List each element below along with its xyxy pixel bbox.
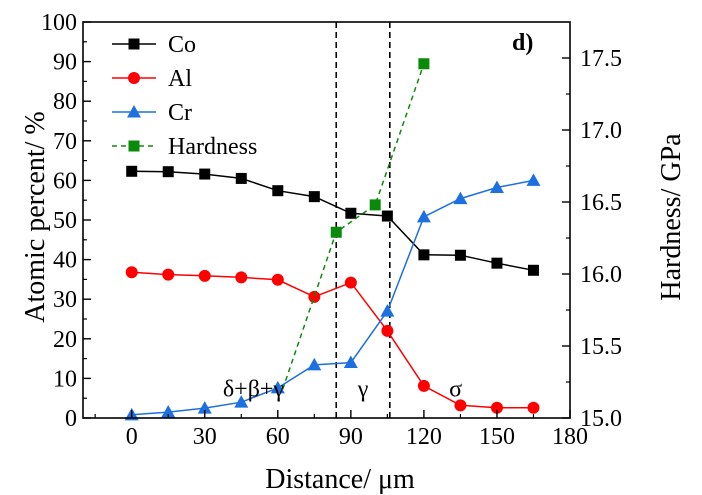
phase-annotation: σ [449,376,462,402]
co-data-point [162,166,174,178]
cr-data-point [526,173,541,186]
co-data-point [126,165,138,177]
co-data-point [381,210,393,222]
al-data-point [125,266,138,279]
cr-data-point [343,355,358,369]
al-data-point [344,276,357,289]
co-data-point [272,185,284,197]
y-right-tick-label: 17.0 [580,118,622,144]
phase-annotation: γ [357,376,369,402]
x-tick-label: 0 [126,424,138,450]
hardness-series-line [281,63,425,390]
co-data-point [235,172,247,184]
y-left-tick-label: 60 [53,168,77,194]
x-tick-label: 90 [339,424,363,450]
y-left-tick-label: 0 [65,406,77,432]
al-data-point [417,379,430,392]
cr-data-point [307,357,322,371]
panel-label: d) [512,30,533,56]
al-series-line [131,271,534,409]
al-data-point [198,269,211,282]
y-right-tick-label: 15.5 [580,334,622,360]
al-data-point [381,324,394,337]
cr-data-point [380,304,395,317]
cr-data-point [453,191,468,205]
legend-label-al: Al [168,66,192,92]
x-tick-label: 180 [552,424,588,450]
x-axis-title: Distance/ μm [265,464,415,495]
cr-series-line [131,179,534,416]
x-tick-label: 120 [406,424,442,450]
al-data-point [527,401,540,414]
y-left-tick-label: 80 [53,89,77,115]
co-data-point [491,257,503,269]
legend-label-hardness: Hardness [168,134,257,160]
co-data-point [345,207,357,219]
hardness-data-point [330,226,342,238]
y-axis-right-title: Hardness/ GPa [656,133,687,301]
x-tick-label: 30 [193,424,217,450]
y-left-tick-label: 10 [53,366,77,392]
y-left-tick-label: 70 [53,129,77,155]
co-data-point [454,249,466,261]
y-left-tick-label: 20 [53,327,77,353]
legend-label-co: Co [168,32,196,58]
y-right-tick-label: 17.5 [580,46,622,72]
legend-marker-cr [127,105,141,118]
al-data-point [162,268,175,281]
al-data-point [490,401,503,414]
y-right-tick-label: 15.0 [580,406,622,432]
x-tick-label: 60 [266,424,290,450]
y-right-tick-label: 16.5 [580,190,622,216]
cr-data-point [270,380,285,394]
y-left-tick-label: 100 [41,10,77,36]
cr-data-point [489,180,504,194]
co-data-point [199,168,211,180]
legend-marker-hardness [128,140,140,152]
y-axis-left-title: Atomic percent/ % [20,111,51,322]
y-left-tick-label: 40 [53,248,77,274]
phase-annotation: δ+β+γ [223,376,285,402]
legend-marker-al [128,72,140,84]
y-right-tick-label: 16.0 [580,262,622,288]
y-left-tick-label: 90 [53,50,77,76]
al-data-point [271,273,284,286]
co-data-point [418,249,430,261]
hardness-data-point [418,58,430,70]
cr-data-point [234,395,249,408]
co-data-point [308,191,320,203]
x-tick-label: 150 [479,424,515,450]
legend-marker-co [128,38,140,50]
al-data-point [235,271,248,284]
co-series-line [131,170,534,272]
cr-data-point [161,405,176,418]
hardness-data-point [369,199,381,211]
y-left-tick-label: 50 [53,208,77,234]
y-left-tick-label: 30 [53,287,77,313]
cr-data-point [416,209,431,223]
legend-label-cr: Cr [168,100,192,126]
co-data-point [527,264,539,276]
plot-frame [82,21,571,419]
al-data-point [454,399,467,412]
al-data-point [308,290,321,303]
cr-data-point [197,401,212,414]
